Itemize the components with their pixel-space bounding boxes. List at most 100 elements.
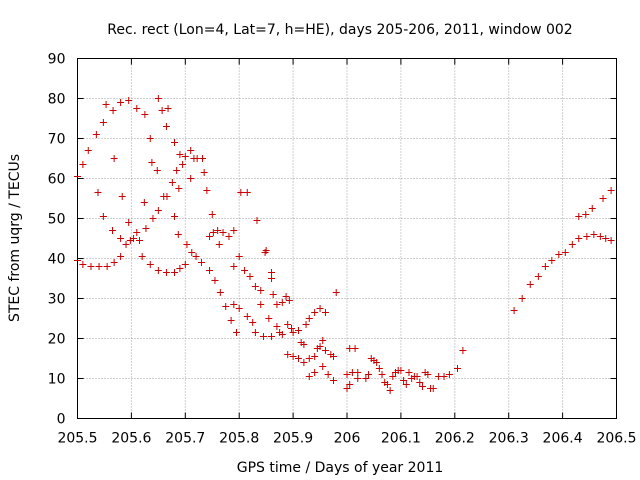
y-tick-label: 60 <box>48 172 66 188</box>
data-point <box>575 213 583 220</box>
data-point <box>208 211 216 218</box>
data-point <box>230 301 238 308</box>
data-point <box>199 155 207 162</box>
data-point <box>181 261 189 268</box>
data-point <box>92 131 100 138</box>
data-point <box>459 347 467 354</box>
data-point <box>321 347 329 354</box>
data-point <box>284 351 292 358</box>
data-point <box>285 297 293 304</box>
data-point <box>110 155 118 162</box>
data-point <box>273 323 281 330</box>
data-point <box>284 321 292 328</box>
data-point <box>278 299 286 306</box>
data-point <box>319 363 327 370</box>
data-point <box>289 353 297 360</box>
data-point <box>590 231 598 238</box>
data-point <box>311 309 319 316</box>
data-point <box>99 119 107 126</box>
data-point <box>126 237 134 244</box>
data-point <box>300 359 308 366</box>
data-point <box>135 237 143 244</box>
data-point <box>102 101 110 108</box>
data-point <box>311 369 319 376</box>
data-point <box>287 325 295 332</box>
data-point <box>346 381 354 388</box>
data-point <box>262 247 270 254</box>
data-point <box>582 211 590 218</box>
data-point <box>94 189 102 196</box>
axis-ticks <box>77 58 617 419</box>
data-point <box>206 267 214 274</box>
x-tick-labels: 205.5 205.6 205.7 205.8 205.9 206 206.1 206.2 20… <box>57 431 636 447</box>
x-tick-label: 205.6 <box>111 431 151 447</box>
data-point <box>117 235 125 242</box>
data-point <box>249 319 257 326</box>
x-tick-label: 206.5 <box>596 431 636 447</box>
data-point <box>316 343 324 350</box>
data-point <box>351 345 359 352</box>
data-point <box>319 337 327 344</box>
data-point <box>187 147 195 154</box>
data-point <box>453 365 461 372</box>
data-point <box>257 287 265 294</box>
data-point <box>268 333 276 340</box>
y-tick-label: 30 <box>48 292 66 308</box>
data-point <box>140 199 148 206</box>
data-point <box>440 373 448 380</box>
data-point <box>389 373 397 380</box>
data-point <box>324 371 332 378</box>
data-point <box>110 259 118 266</box>
data-point <box>257 301 265 308</box>
data-point <box>95 263 103 270</box>
x-tick-label: 205.8 <box>219 431 259 447</box>
data-point <box>148 159 156 166</box>
data-point <box>235 253 243 260</box>
data-point <box>154 267 162 274</box>
data-point <box>548 257 556 264</box>
y-tick-label: 40 <box>48 252 66 268</box>
data-point <box>607 237 615 244</box>
data-point <box>79 261 87 268</box>
y-tick-labels: 0 10 20 30 40 50 60 70 80 90 <box>48 52 66 428</box>
data-point <box>197 259 205 266</box>
data-point <box>607 187 615 194</box>
data-point <box>330 353 338 360</box>
data-point <box>206 233 214 240</box>
y-tick-label: 90 <box>48 52 66 68</box>
data-point <box>118 193 126 200</box>
data-point <box>599 195 607 202</box>
data-point <box>343 371 351 378</box>
data-point <box>117 253 125 260</box>
data-point <box>424 371 432 378</box>
data-point <box>171 269 179 276</box>
data-point <box>311 353 319 360</box>
data-point <box>216 289 224 296</box>
data-point <box>133 229 141 236</box>
data-point <box>418 383 426 390</box>
data-point <box>142 225 150 232</box>
x-tick-label: 206 <box>334 431 361 447</box>
data-point <box>192 253 200 260</box>
data-point <box>541 263 549 270</box>
data-point <box>125 97 133 104</box>
data-point <box>99 213 107 220</box>
data-point <box>187 175 195 182</box>
data-point <box>305 373 313 380</box>
data-point <box>168 179 176 186</box>
data-point <box>209 229 217 236</box>
data-point <box>518 295 526 302</box>
data-point <box>300 341 308 348</box>
data-point <box>321 309 329 316</box>
data-point <box>265 315 273 322</box>
data-point <box>561 249 569 256</box>
y-tick-label: 20 <box>48 332 66 348</box>
data-point <box>282 293 290 300</box>
chart-title: Rec. rect (Lon=4, Lat=7, h=HE), days 205… <box>107 22 572 38</box>
data-point <box>400 377 408 384</box>
data-point <box>84 147 92 154</box>
data-point <box>122 241 130 248</box>
data-point <box>269 291 277 298</box>
data-point <box>316 305 324 312</box>
